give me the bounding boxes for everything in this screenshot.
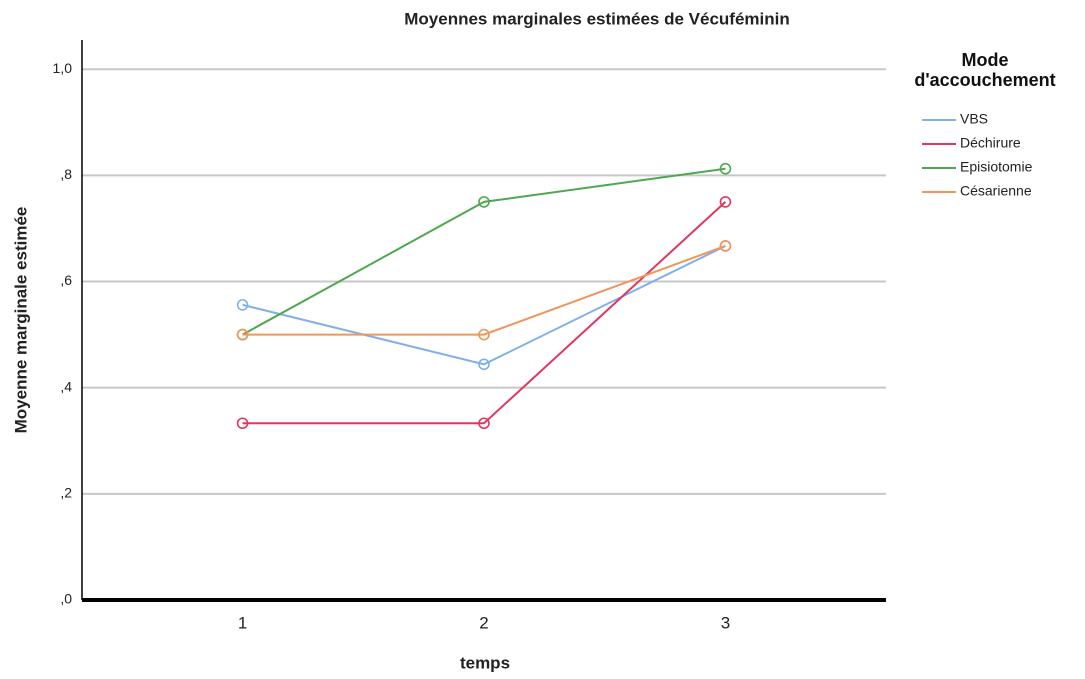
- data-point: [478, 328, 490, 341]
- legend-label: VBS: [960, 111, 988, 127]
- x-tick-label: 2: [479, 613, 488, 632]
- legend-title: Mode d'accouchement: [914, 50, 1056, 90]
- legend-label: Déchirure: [960, 135, 1021, 151]
- data-point: [236, 299, 249, 311]
- legend-label: Césarienne: [960, 183, 1032, 199]
- series-line: [242, 245, 726, 336]
- series-line: [242, 245, 726, 366]
- series-line: [242, 201, 727, 425]
- chart-title: Moyennes marginales estimées de Vécufémi…: [404, 9, 789, 28]
- x-axis-label: temps: [460, 653, 510, 672]
- data-point: [236, 328, 249, 341]
- data-point: [719, 240, 732, 252]
- data-point: [236, 417, 249, 430]
- data-point: [478, 417, 490, 430]
- y-tick-label: 1,0: [53, 60, 73, 76]
- y-axis-label: Moyenne marginale estimée: [11, 207, 30, 434]
- data-point: [478, 358, 490, 371]
- y-tick-label: ,2: [60, 485, 72, 501]
- legend-label: Episiotomie: [960, 159, 1033, 175]
- series-line: [242, 167, 726, 336]
- y-tick-label: ,8: [60, 166, 72, 182]
- data-point: [478, 196, 490, 208]
- y-tick-label: ,6: [60, 272, 72, 288]
- y-tick-label: ,0: [60, 591, 72, 607]
- data-point: [719, 162, 732, 175]
- data-point: [719, 196, 732, 208]
- x-tick-label: 3: [721, 613, 730, 632]
- y-tick-label: ,4: [60, 378, 72, 394]
- x-tick-label: 1: [238, 613, 247, 632]
